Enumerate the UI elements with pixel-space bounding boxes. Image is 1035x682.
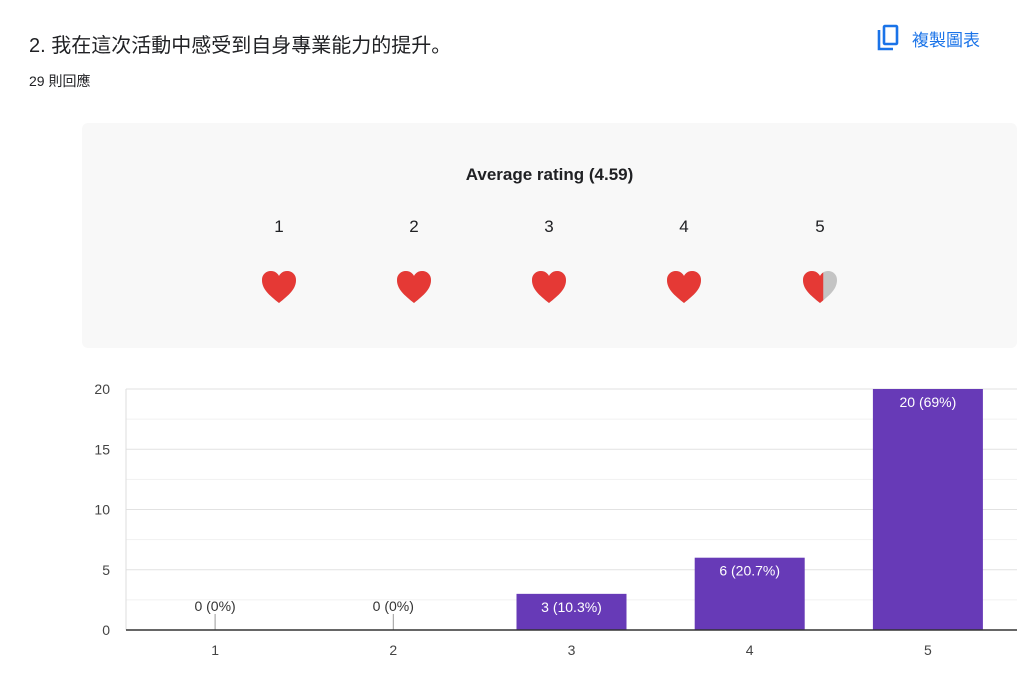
x-tick-label: 2 <box>389 642 397 658</box>
heart-icon <box>262 271 296 303</box>
copy-icon <box>877 24 899 51</box>
question-title: 2. 我在這次活動中感受到自身專業能力的提升。 <box>29 35 452 57</box>
rating-panel: Average rating (4.59) 1 2 3 4 5 <box>82 123 1017 348</box>
heart-icon <box>532 271 566 303</box>
data-label: 6 (20.7%) <box>719 563 780 579</box>
x-tick-label: 1 <box>211 642 219 658</box>
data-label: 20 (69%) <box>899 394 956 410</box>
rating-label-4: 4 <box>679 217 689 236</box>
response-count: 29 則回應 <box>29 73 91 89</box>
data-label: 0 (0%) <box>373 598 414 614</box>
average-rating-title: Average rating (4.59) <box>465 165 634 184</box>
copy-chart-label: 複製圖表 <box>912 30 980 50</box>
y-tick-label: 10 <box>94 502 110 518</box>
rating-label-3: 3 <box>544 217 554 236</box>
y-tick-label: 0 <box>102 622 110 638</box>
x-tick-label: 3 <box>568 642 576 658</box>
bar <box>516 593 627 630</box>
data-label: 0 (0%) <box>194 598 235 614</box>
heart-icon <box>667 271 701 303</box>
rating-label-5: 5 <box>815 217 825 236</box>
heart-icon <box>803 271 837 303</box>
rating-label-1: 1 <box>274 217 284 236</box>
bar-chart: 0 5 10 15 20 0 (0%) 1 0 (0%) 2 3 (10.3%) 3 6 (20.7%… <box>94 381 1017 658</box>
x-tick-label: 4 <box>746 642 754 658</box>
copy-chart-button[interactable]: 複製圖表 <box>876 24 980 52</box>
bar <box>694 557 805 630</box>
bar <box>872 389 983 630</box>
y-tick-label: 5 <box>102 562 110 578</box>
heart-icon <box>397 271 431 303</box>
y-tick-label: 20 <box>94 381 110 397</box>
x-tick-label: 5 <box>924 642 932 658</box>
rating-label-2: 2 <box>409 217 419 236</box>
data-label: 3 (10.3%) <box>541 599 602 615</box>
y-tick-label: 15 <box>94 441 110 457</box>
